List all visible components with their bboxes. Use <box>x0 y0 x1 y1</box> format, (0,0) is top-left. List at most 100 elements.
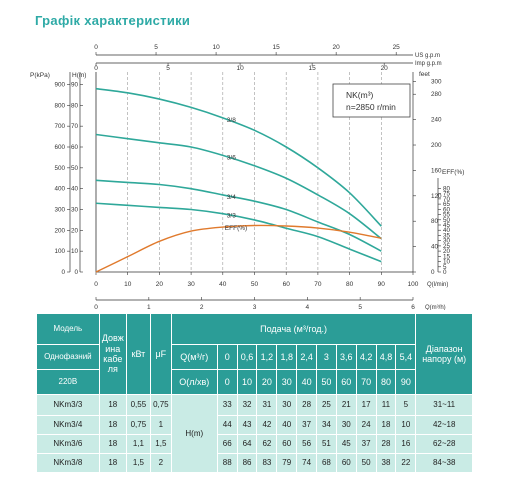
cell-head-value: 28 <box>375 434 397 454</box>
cell-uf: 1,5 <box>149 434 172 454</box>
eff-tick-label: 25 <box>443 243 451 250</box>
q-lmin-value: 90 <box>395 369 417 395</box>
header-phase: Однофазний <box>36 344 100 370</box>
q-lmin-value: 10 <box>236 369 258 395</box>
table-row: NKm3/4 18 0,75 1 44 43 42 40 37 34 30 24 18 10 42~18 <box>36 415 473 435</box>
eff-tick-label: 10 <box>443 259 451 266</box>
header-kw: кВт <box>125 313 151 395</box>
cell-head-value: 21 <box>335 394 357 416</box>
x-tick-label: 90 <box>378 281 386 288</box>
cell-head-value: 60 <box>335 453 357 473</box>
cell-head-value: 18 <box>375 415 397 435</box>
cell-head-value: 83 <box>256 453 278 473</box>
left-axis-label-kpa: P(kPa) <box>30 72 50 79</box>
feet-tick-label: 80 <box>431 218 439 225</box>
feet-tick-label: 240 <box>431 117 442 124</box>
right-axis-label-feet: feet <box>419 71 430 78</box>
x-axis-label-m3h: Q(m³/h) <box>425 305 446 310</box>
series-line-EFF--- <box>95 224 382 273</box>
top-tick-label: 20 <box>381 65 389 72</box>
q-m3h-value: 2,4 <box>296 344 317 370</box>
x-tick-label: 100 <box>408 281 419 288</box>
m-tick-label: 30 <box>71 207 79 214</box>
series-label-eff: EFF(%) <box>225 225 247 232</box>
cell-head-value: 33 <box>216 394 238 416</box>
q-lmin-value: 30 <box>276 369 298 395</box>
cell-head-value: 5 <box>395 394 417 416</box>
x-tick-label: 60 <box>283 281 291 288</box>
m-tick-label: 20 <box>71 227 79 234</box>
eff-tick-label: 80 <box>443 185 451 192</box>
right-axis-label-eff: EFF(%) <box>442 169 464 176</box>
cell-head-value: 42 <box>256 415 278 435</box>
cell-cable-length: 18 <box>98 434 127 454</box>
kpa-tick-label: 900 <box>54 82 65 89</box>
left-axis-label-m: H(m) <box>72 72 86 79</box>
top-tick-label: 0 <box>94 65 98 72</box>
cell-head-value: 64 <box>236 434 258 454</box>
cell-head-value: 79 <box>276 453 298 473</box>
q-lmin-value: 20 <box>256 369 278 395</box>
cell-head-value: 17 <box>355 394 377 416</box>
cell-uf: 1 <box>149 415 172 435</box>
top-tick-label: 15 <box>309 65 317 72</box>
eff-tick-label: 35 <box>443 232 451 239</box>
cell-head-value: 43 <box>236 415 258 435</box>
q-m3h-value: 0,6 <box>236 344 258 370</box>
eff-tick-label: 55 <box>443 212 451 219</box>
header-voltage: 220В <box>36 369 100 395</box>
kpa-tick-label: 600 <box>54 144 65 151</box>
cell-head-value: 44 <box>216 415 238 435</box>
cell-head-range: 31~11 <box>415 394 473 416</box>
q-m3h-value: 3 <box>316 344 337 370</box>
q-m3h-value: 5,4 <box>395 344 417 370</box>
feet-tick-label: 160 <box>431 167 442 174</box>
cell-head-value: 60 <box>276 434 298 454</box>
spec-table: Модель Довж ина кабе ля кВт μF Подача (м³/го… <box>36 313 473 473</box>
q-lmin-value: 60 <box>335 369 357 395</box>
feet-tick-label: 0 <box>431 269 435 276</box>
cell-uf: 0,75 <box>149 394 172 416</box>
x-axis-label-lmin: Q(l/min) <box>427 282 448 288</box>
q-lmin-value: 50 <box>316 369 337 395</box>
table-row: NKm3/3 18 0,55 0,75 H(m) 33 32 31 30 28 25 21 17 11 5 3… <box>36 394 473 473</box>
cell-kw: 1,5 <box>125 453 151 473</box>
series-line-3-4 <box>95 179 382 252</box>
m-tick-label: 90 <box>71 82 79 89</box>
eff-tick-label: 30 <box>443 238 451 245</box>
chart-curves <box>95 87 382 273</box>
feet-tick-label: 200 <box>431 142 442 149</box>
x-tick-label: 20 <box>156 281 164 288</box>
cell-head-value: 31 <box>256 394 278 416</box>
kpa-tick-label: 800 <box>54 102 65 109</box>
top-tick-label: 10 <box>212 44 220 51</box>
feet-tick-label: 120 <box>431 193 442 200</box>
x-tick-label: 40 <box>219 281 227 288</box>
cell-head-value: 32 <box>236 394 258 416</box>
q-m3h-value: 0 <box>216 344 238 370</box>
cell-model: NKm3/6 <box>36 434 100 454</box>
kpa-tick-label: 400 <box>54 186 65 193</box>
top-tick-label: 15 <box>272 44 280 51</box>
table-header-row: Модель Довж ина кабе ля кВт μF Подача (м³/го… <box>36 313 473 395</box>
cell-head-value: 30 <box>335 415 357 435</box>
series-label: 3/3 <box>227 213 236 220</box>
q-m3h-value: 4,8 <box>375 344 397 370</box>
x-m3h-tick-label: 6 <box>411 304 415 310</box>
cell-head-value: 22 <box>395 453 417 473</box>
top-tick-label: 25 <box>393 44 401 51</box>
eff-tick-label: 0 <box>443 269 447 276</box>
eff-tick-label: 20 <box>443 248 451 255</box>
cell-head-range: 42~18 <box>415 415 473 435</box>
q-m3h-value: 1,8 <box>276 344 298 370</box>
cell-head-value: 86 <box>236 453 258 473</box>
top-axis-label-1: Imp g.p.m <box>415 61 442 67</box>
top-axis-label-0: US g.p.m <box>415 53 440 59</box>
cell-head-range: 62~28 <box>415 434 473 454</box>
chart-labels: 3/8 3/6 3/4 3/3 EFF(%) <box>225 117 247 232</box>
series-line-3-6 <box>95 133 382 240</box>
q-m3h-value: 1,2 <box>256 344 278 370</box>
m-tick-label: 0 <box>74 269 78 276</box>
x-tick-label: 0 <box>94 281 98 288</box>
eff-tick-label: 70 <box>443 196 451 203</box>
